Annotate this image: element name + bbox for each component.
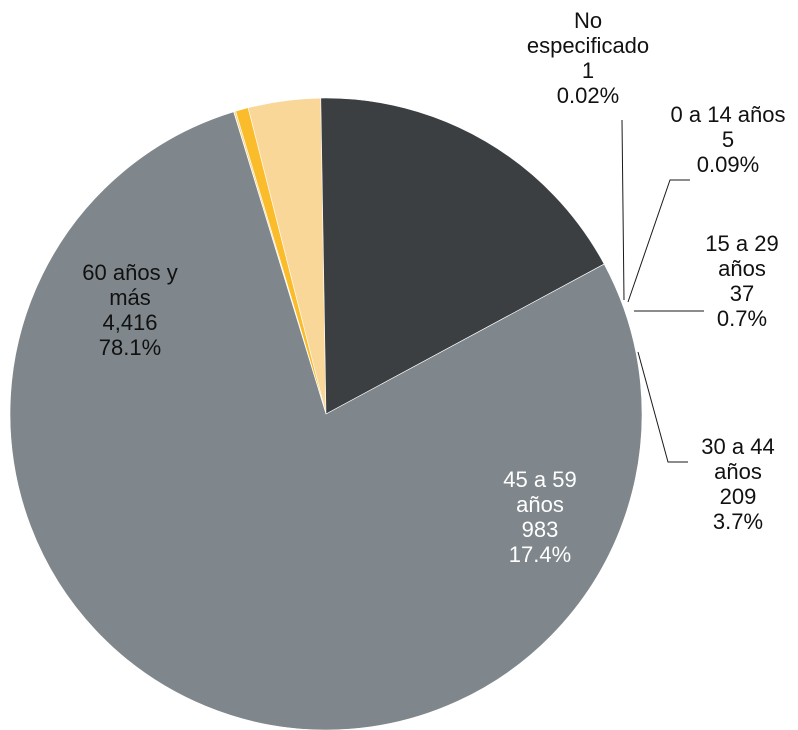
label-15-a-29: 15 a 29 años 37 0.7% xyxy=(705,231,778,331)
label-0-a-14-percent: 0.09% xyxy=(696,152,760,177)
leader-30-a-44 xyxy=(637,351,688,463)
label-0-a-14-value: 5 xyxy=(721,127,735,152)
label-45-a-59-line-1: 45 a 59 xyxy=(503,467,577,492)
leader-no-especificado xyxy=(621,119,625,301)
label-0-a-14-line-1: 0 a 14 años xyxy=(670,102,786,127)
label-60-y-mas-line-2: más xyxy=(109,285,151,310)
label-60-y-mas-percent: 78.1% xyxy=(98,335,162,360)
label-no-especificado-line-1: No xyxy=(573,8,603,33)
label-no-especificado: No especificado 1 0.02% xyxy=(527,8,649,108)
label-30-a-44-value: 209 xyxy=(719,484,757,509)
label-30-a-44: 30 a 44 años 209 3.7% xyxy=(701,434,774,534)
label-15-a-29-value: 37 xyxy=(729,281,755,306)
label-30-a-44-line-1: 30 a 44 xyxy=(701,434,775,459)
slice-60-y-mas xyxy=(9,111,643,730)
slice-45-a-59 xyxy=(320,97,605,415)
label-30-a-44-line-2: años xyxy=(714,459,762,484)
label-60-y-mas-line-1: 60 años y xyxy=(82,260,178,285)
label-45-a-59-percent: 17.4% xyxy=(508,542,572,567)
label-60-y-mas-value: 4,416 xyxy=(102,310,158,335)
label-no-especificado-value: 1 xyxy=(581,58,595,83)
label-no-especificado-percent: 0.02% xyxy=(556,83,620,108)
label-45-a-59-value: 983 xyxy=(521,517,559,542)
label-0-a-14: 0 a 14 años 5 0.09% xyxy=(671,102,786,177)
label-60-y-mas: 60 años y más 4,416 78.1% xyxy=(82,260,177,360)
label-15-a-29-line-2: años xyxy=(718,256,766,281)
label-15-a-29-line-1: 15 a 29 xyxy=(705,231,779,256)
label-no-especificado-line-2: especificado xyxy=(526,33,650,58)
leader-0-a-14 xyxy=(627,179,690,303)
label-30-a-44-percent: 3.7% xyxy=(712,509,764,534)
label-15-a-29-percent: 0.7% xyxy=(716,306,768,331)
label-45-a-59-line-2: años xyxy=(516,492,564,517)
label-45-a-59: 45 a 59 años 983 17.4% xyxy=(503,467,576,567)
